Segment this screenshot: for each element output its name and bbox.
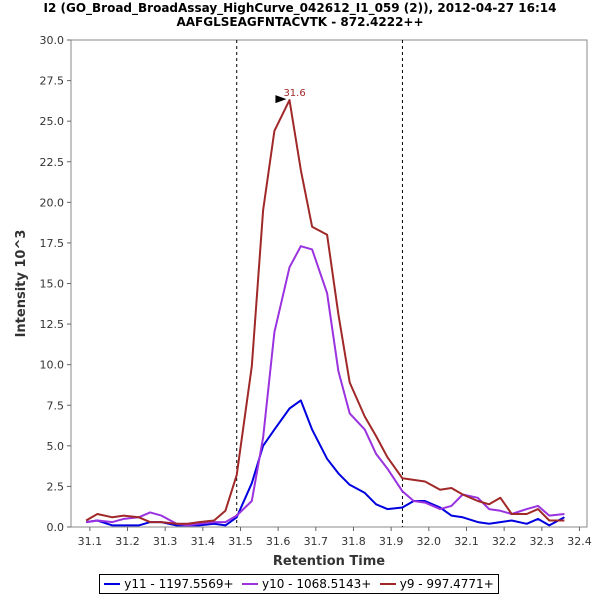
series-line-3 bbox=[85, 99, 565, 525]
y-tick-label: 0.0 bbox=[47, 521, 65, 534]
x-tick-label: 31.4 bbox=[191, 535, 216, 548]
x-tick-label: 32.1 bbox=[454, 535, 479, 548]
x-tick-label: 32.2 bbox=[492, 535, 517, 548]
x-tick-label: 31.6 bbox=[266, 535, 291, 548]
x-tick-label: 31.7 bbox=[304, 535, 329, 548]
x-tick-label: 31.8 bbox=[341, 535, 366, 548]
y-tick-label: 25.0 bbox=[40, 115, 65, 128]
y-tick-label: 22.5 bbox=[40, 156, 65, 169]
legend-item: y11 - 1197.5569+ bbox=[104, 577, 234, 591]
chart-title: I2 (GO_Broad_BroadAssay_HighCurve_042612… bbox=[43, 1, 557, 15]
y-tick-label: 30.0 bbox=[40, 34, 65, 47]
legend-item: y10 - 1068.5143+ bbox=[241, 577, 372, 591]
y-tick-label: 15.0 bbox=[40, 278, 65, 291]
legend-label: y9 - 997.4771+ bbox=[399, 577, 494, 591]
y-axis-label: Intensity 10^3 bbox=[14, 230, 29, 338]
x-tick-label: 31.2 bbox=[115, 535, 140, 548]
legend-label: y10 - 1068.5143+ bbox=[261, 577, 372, 591]
y-tick-label: 20.0 bbox=[40, 196, 65, 209]
chart-legend: y11 - 1197.5569+ y10 - 1068.5143+ y9 - 997… bbox=[99, 574, 499, 594]
plot-area bbox=[70, 39, 588, 528]
legend-swatch bbox=[241, 583, 258, 585]
legend-item: y9 - 997.4771+ bbox=[379, 577, 494, 591]
x-tick-label: 32.0 bbox=[417, 535, 442, 548]
legend-swatch bbox=[104, 583, 121, 585]
series-line-2 bbox=[85, 245, 565, 527]
x-tick-label: 32.4 bbox=[567, 535, 592, 548]
x-tick-label: 31.3 bbox=[153, 535, 178, 548]
y-tick-label: 12.5 bbox=[40, 318, 65, 331]
y-tick-label: 10.0 bbox=[40, 359, 65, 372]
y-tick-label: 7.5 bbox=[47, 399, 65, 412]
y-tick-label: 27.5 bbox=[40, 75, 65, 88]
x-axis-label: Retention Time bbox=[273, 554, 385, 569]
x-tick-label: 31.5 bbox=[228, 535, 253, 548]
x-tick-label: 32.3 bbox=[530, 535, 555, 548]
y-tick-label: 17.5 bbox=[40, 237, 65, 250]
y-tick-label: 5.0 bbox=[47, 440, 65, 453]
y-tick-label: 2.5 bbox=[47, 480, 65, 493]
legend-label: y11 - 1197.5569+ bbox=[124, 577, 234, 591]
x-tick-label: 31.1 bbox=[78, 535, 103, 548]
peak-label: 31.6 bbox=[283, 88, 305, 99]
peak-marker-icon bbox=[275, 95, 287, 104]
chart-subtitle: AAFGLSEAGFNTACVTK - 872.4222++ bbox=[176, 15, 424, 29]
legend-swatch bbox=[379, 583, 396, 585]
x-tick-label: 31.9 bbox=[379, 535, 404, 548]
